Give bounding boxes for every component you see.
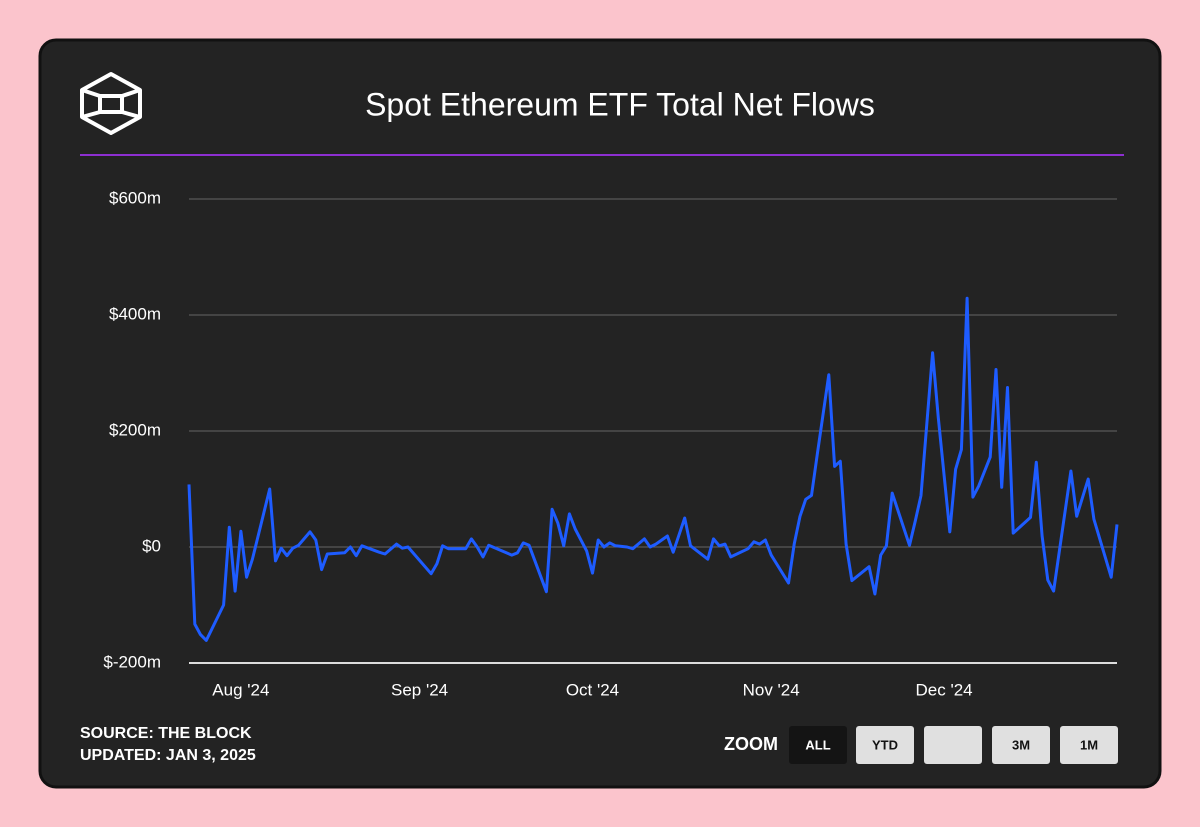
zoom-label: ZOOM <box>724 734 778 754</box>
zoom-button-label[interactable]: 1M <box>1080 737 1098 752</box>
updated: UPDATED: JAN 3, 2025 <box>80 747 256 764</box>
x-tick-label: Sep '24 <box>391 680 448 699</box>
logo <box>80 72 142 135</box>
y-tick-label: $-200m <box>103 652 161 671</box>
source: SOURCE: THE BLOCK <box>80 725 252 742</box>
data-line <box>187 296 1119 642</box>
zoom-button[interactable] <box>924 726 982 764</box>
zoom-button[interactable] <box>856 726 914 764</box>
x-tick-label: Nov '24 <box>743 680 800 699</box>
y-tick-label: $400m <box>109 304 161 323</box>
x-tick-label: Oct '24 <box>566 680 619 699</box>
x-tick-label: Dec '24 <box>916 680 973 699</box>
zoom-button[interactable] <box>992 726 1050 764</box>
zoom-button-label[interactable]: 3M <box>1012 737 1030 752</box>
zoom-button[interactable] <box>789 726 847 764</box>
x-tick-label: Aug '24 <box>212 680 269 699</box>
card <box>38 38 1162 789</box>
y-tick-label: $600m <box>109 188 161 207</box>
y-tick-label: $0 <box>142 536 161 555</box>
zoom-button-label[interactable]: ALL <box>805 737 830 752</box>
zoom-button[interactable] <box>1060 726 1118 764</box>
chart-title: Spot Ethereum ETF Total Net Flows <box>365 86 875 122</box>
zoom-button-label[interactable]: YTD <box>872 737 898 752</box>
y-tick-label: $200m <box>109 420 161 439</box>
